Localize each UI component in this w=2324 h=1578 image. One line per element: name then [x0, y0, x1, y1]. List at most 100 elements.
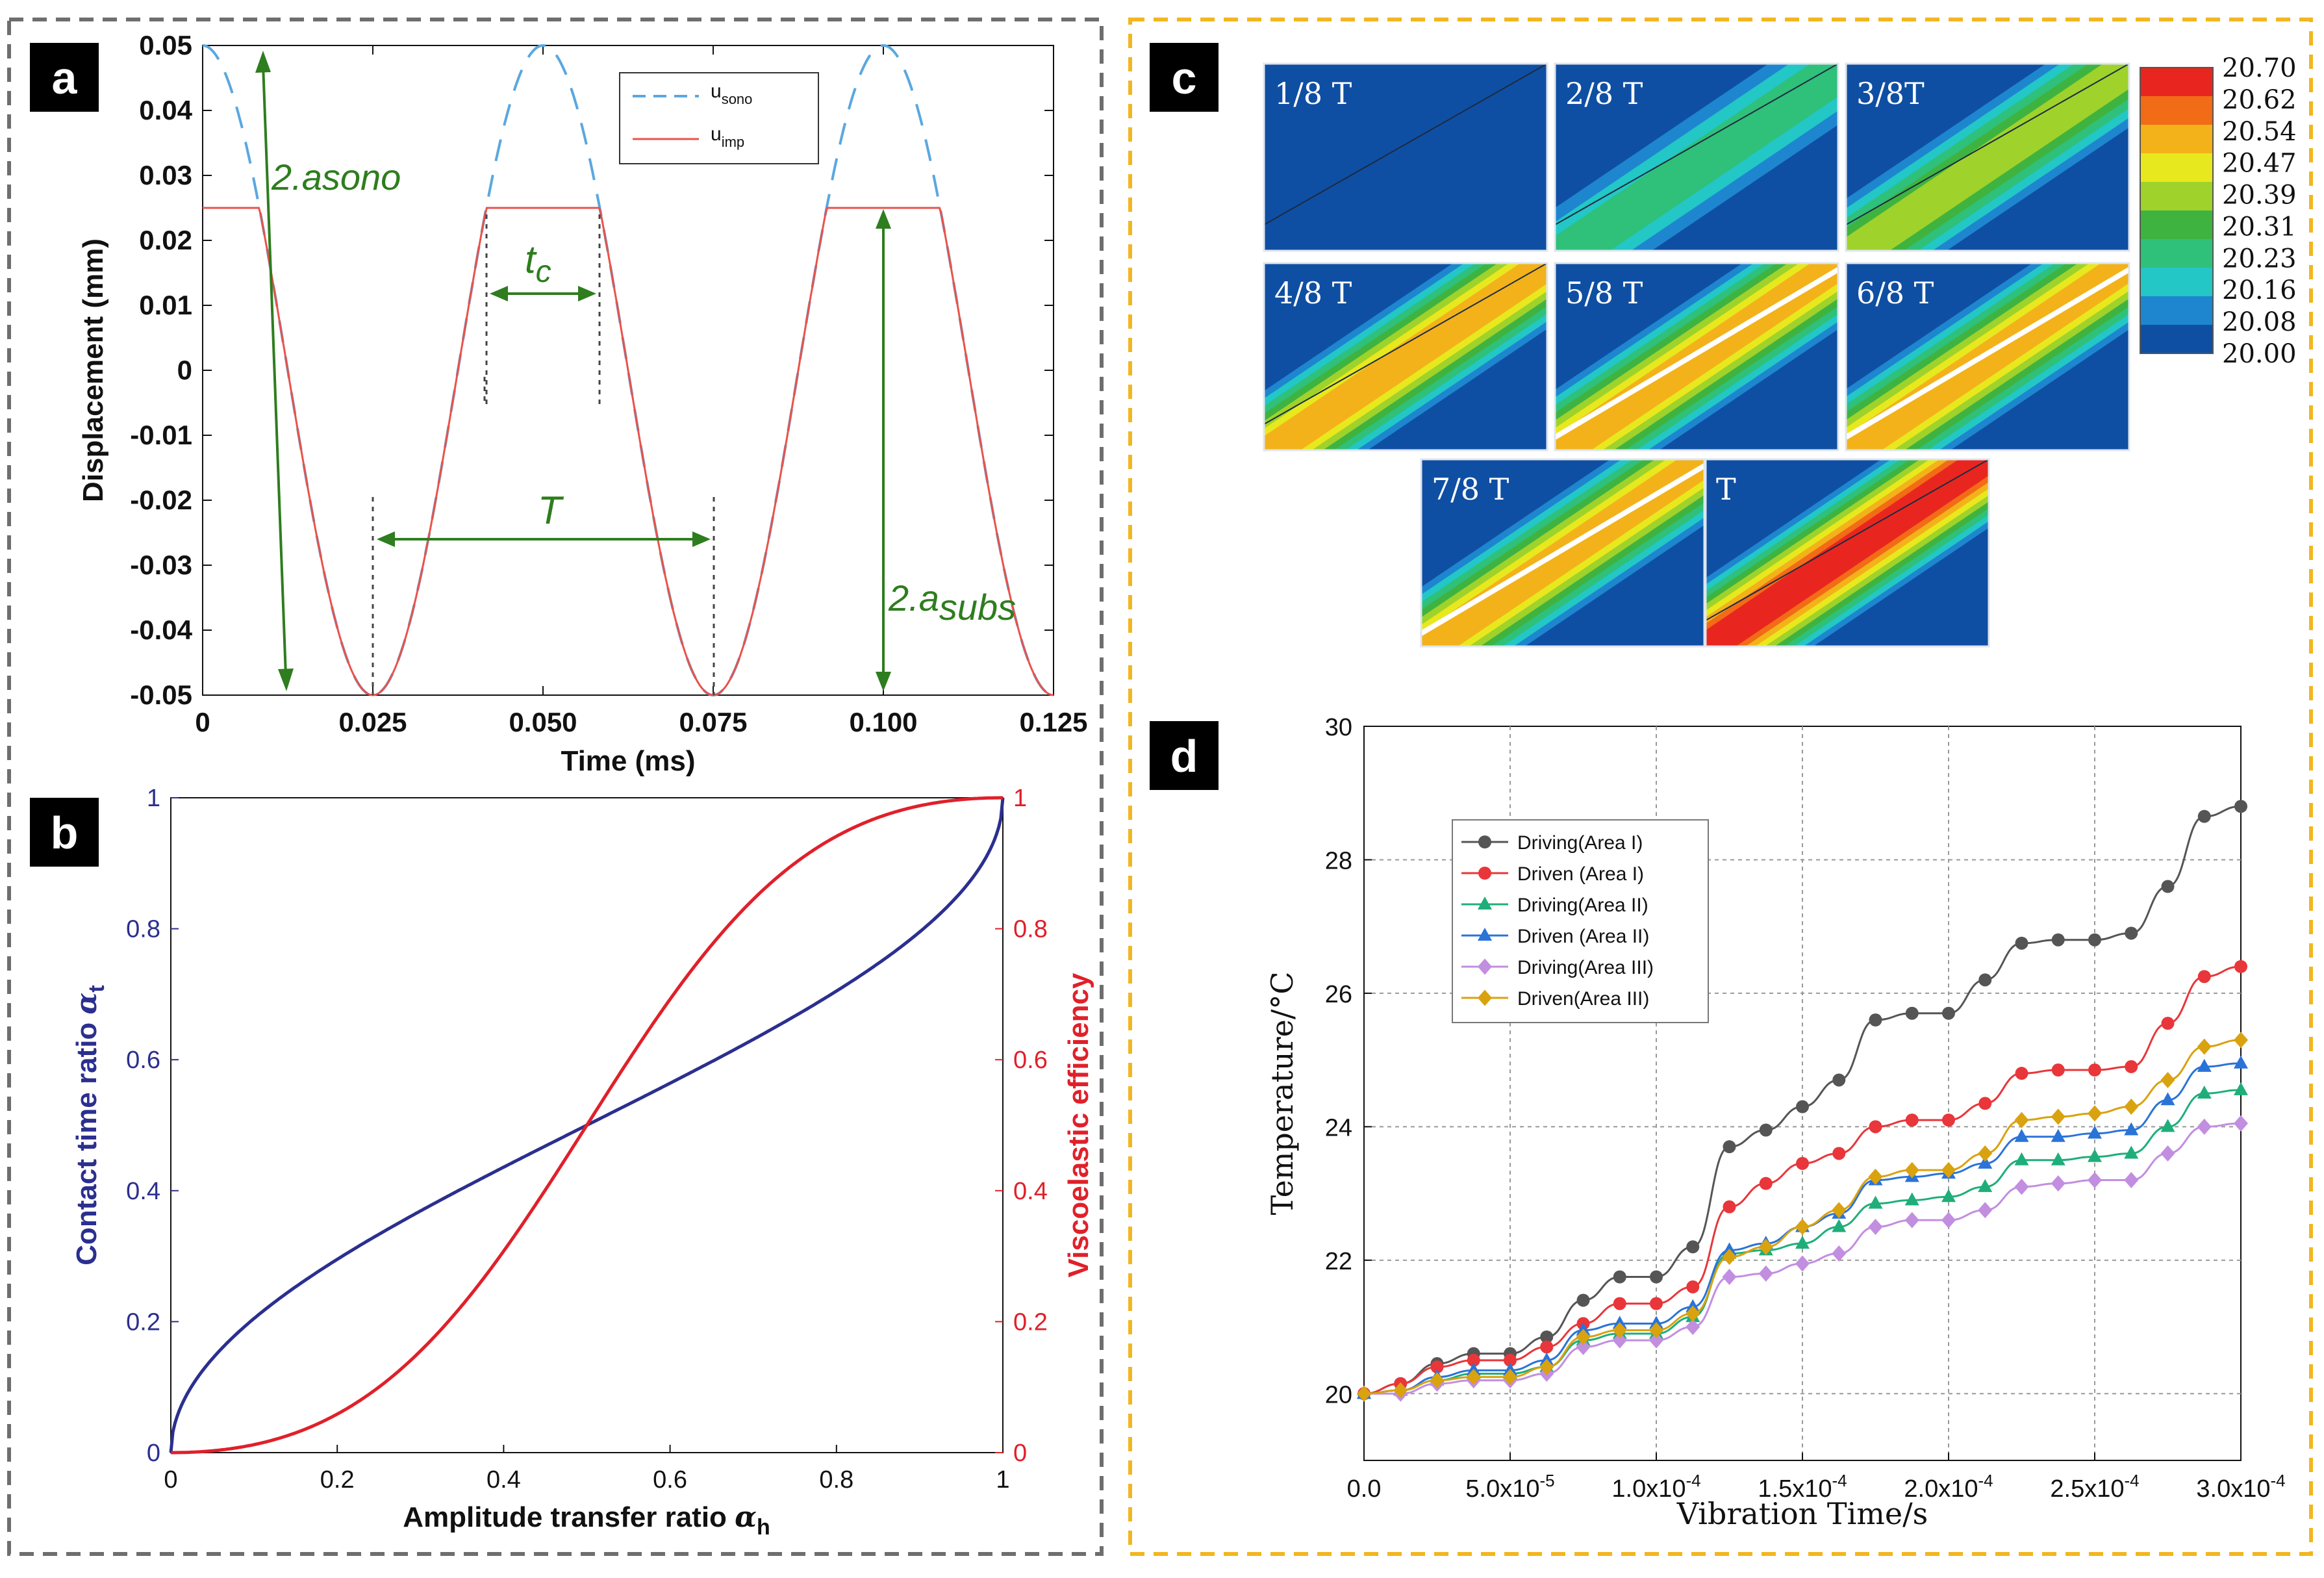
data-point	[1942, 1006, 1955, 1020]
d-xtick-label: 0.0	[1347, 1475, 1382, 1503]
a-ytick-label: 0.04	[139, 95, 192, 125]
data-point	[1941, 1189, 1956, 1203]
panel-d-label: d	[1170, 731, 1198, 782]
panel-c-badge	[1150, 43, 1219, 112]
contour-band	[1846, 64, 2129, 251]
tile-contours	[1706, 459, 1989, 646]
chart-d-series	[1357, 800, 2248, 1402]
colorbar-swatch	[2140, 68, 2213, 97]
d-xtick-exponent: -4	[1686, 1471, 1700, 1490]
colorbar-swatch	[2140, 210, 2213, 240]
data-point	[2124, 1099, 2139, 1115]
data-point	[2161, 880, 2175, 893]
chart-a-arrows	[255, 51, 891, 691]
colorbar-swatch	[2140, 239, 2213, 268]
right-panel-frame	[1128, 18, 2313, 1556]
tile-border	[1263, 262, 1548, 452]
arrow-a-subs-head-bottom	[876, 672, 891, 691]
chart-d-y-title: Temperature/°C	[1265, 971, 1300, 1215]
data-point	[2234, 1082, 2248, 1095]
chart-b-ticks: 0 0.2 0.4 0.6 0.8 100.20.40.60.8100.20.40.60.…	[126, 785, 1048, 1494]
data-point	[1905, 1114, 1919, 1127]
chart-b-x-title: Amplitude transfer ratio αh	[403, 1501, 770, 1540]
data-point	[2197, 970, 2211, 984]
chart-d-x-title: Vibration Time/s	[1676, 1496, 1928, 1531]
data-point	[1758, 1238, 1773, 1255]
data-point	[1649, 1332, 1663, 1349]
d-xtick-exponent: -4	[2124, 1471, 2139, 1490]
data-point	[2051, 1108, 2065, 1125]
data-point	[1942, 1114, 1955, 1127]
colorbar-swatch	[2140, 182, 2213, 211]
interface-line	[1555, 267, 1838, 440]
data-point	[1686, 1280, 1700, 1293]
b-xtick-label: 0	[164, 1466, 177, 1494]
colorbar-label: 20.08	[2222, 307, 2297, 337]
data-point	[1478, 867, 1491, 880]
d-xtick-exponent: -5	[1539, 1471, 1554, 1490]
a-xtick-label: 0.025	[338, 707, 407, 737]
stage-label: 4/8 T	[1274, 275, 1352, 311]
legend-label: Driven(Area III)	[1517, 988, 1649, 1010]
chart-a-x-ticks: 0 0.025 0.050 0.075 0.100 0.125	[195, 45, 1088, 737]
data-point	[2197, 809, 2211, 823]
legend-label: Driven (Area I)	[1517, 863, 1644, 885]
panel-c: c 1/8 T 2/8 T 3/8T 4/8 T 5/8 T 6/8 T 7/8 T T 20…	[1150, 43, 2297, 648]
interface-line	[1706, 459, 1989, 621]
data-point	[1868, 1195, 1883, 1209]
data-point	[1796, 1100, 1809, 1114]
data-point	[2125, 1060, 2138, 1073]
contour-tile: 1/8 T	[1263, 62, 1548, 252]
data-point	[2088, 1125, 2102, 1139]
d-ytick-label: 26	[1325, 981, 1352, 1008]
data-point	[1941, 1162, 1956, 1178]
data-point	[1795, 1255, 1810, 1272]
d-ytick-label: 20	[1325, 1381, 1352, 1408]
data-point	[1478, 958, 1492, 975]
data-point	[1723, 1140, 1736, 1154]
series-driven-area-iii-	[1357, 1032, 2248, 1402]
panel-d: d 0.0 5.0x10-5 1.0x10-4 1.5x10-4 2.0x10-4 2.5…	[1150, 714, 2286, 1531]
a-xtick-label: 0.050	[509, 707, 577, 737]
data-point	[1978, 1097, 1992, 1110]
d-xtick-label: 1.5x10-4	[1758, 1471, 1847, 1503]
data-point	[1686, 1319, 1700, 1336]
b-ytick-right-label: 0.2	[1013, 1308, 1048, 1336]
colorbar-label: 20.00	[2222, 339, 2297, 369]
data-point	[1869, 1013, 1882, 1026]
data-point	[2051, 933, 2065, 947]
colorbar-label: 20.62	[2222, 85, 2297, 115]
data-point	[1576, 1329, 1591, 1345]
b-xtick-label: 1	[996, 1466, 1009, 1494]
data-point	[2160, 1145, 2175, 1162]
interface-line	[1421, 463, 1704, 636]
chart-b-series-viscoelastic	[171, 796, 1003, 1455]
data-point	[2051, 1152, 2065, 1165]
a-xtick-label: 0	[195, 707, 210, 737]
data-point	[1478, 928, 1492, 941]
data-point	[2051, 1128, 2065, 1142]
chart-a-legend: usono uimp	[619, 72, 819, 164]
arrow-tc-head-left	[490, 286, 508, 301]
chart-a-guides	[372, 214, 715, 695]
data-point	[1576, 1293, 1590, 1307]
data-point	[1540, 1330, 1554, 1343]
data-point	[1478, 897, 1492, 910]
data-point	[1613, 1270, 1626, 1284]
colorbar-swatch	[2140, 268, 2213, 297]
chart-a-legend-box	[619, 72, 819, 164]
data-point	[1759, 1177, 1773, 1190]
data-point	[2088, 933, 2101, 947]
chart-a-y-title: Displacement (mm)	[77, 238, 109, 502]
b-ytick-right-label: 1	[1013, 785, 1027, 812]
b-ytick-left-label: 0.4	[126, 1178, 160, 1205]
data-point	[1613, 1297, 1626, 1310]
arrow-T-head-left	[377, 531, 395, 547]
contour-band	[1555, 64, 1838, 251]
data-point	[2234, 1055, 2248, 1069]
a-ytick-label: -0.02	[130, 485, 192, 515]
data-point	[1941, 1212, 1956, 1228]
data-point	[1649, 1322, 1663, 1339]
colorbar-label: 20.39	[2222, 181, 2297, 210]
series-driving-area-iii-	[1357, 1115, 2248, 1402]
